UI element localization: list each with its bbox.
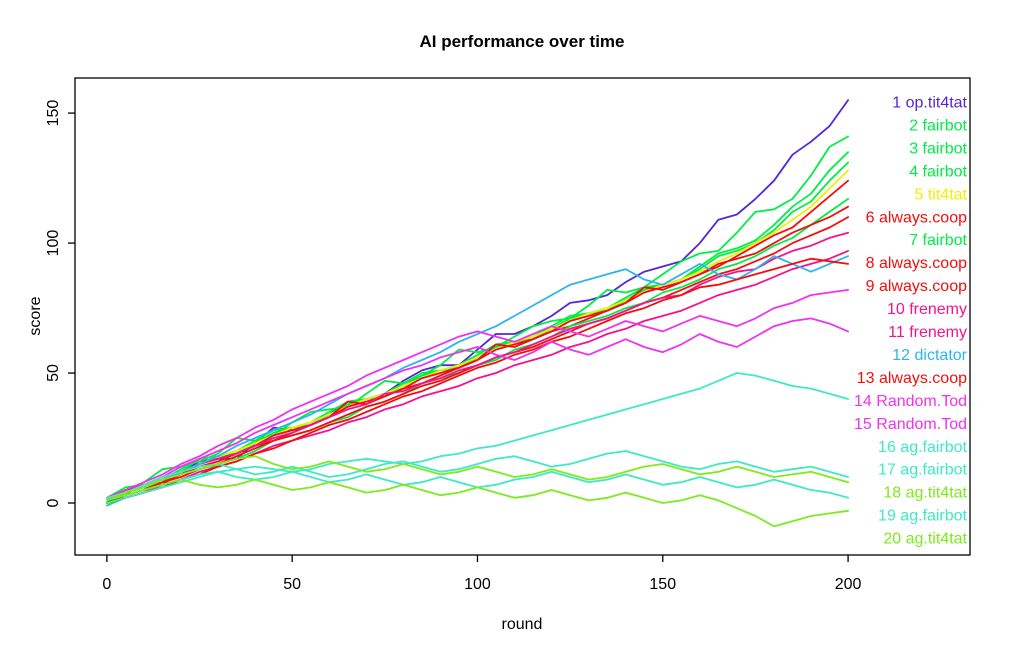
series-line-6-always.coop — [106, 179, 849, 504]
y-axis-ticks: 0 50 100 150 — [45, 100, 75, 507]
series-line-20-ag.tit4tat — [106, 478, 849, 528]
y-tick-label: 0 — [45, 498, 62, 507]
legend-entry-7: 7 fairbot — [909, 232, 967, 249]
legend-entry-16: 16 ag.fairbot — [878, 439, 968, 456]
plot-area: 0 50 100 150 200 0 50 100 150 1 op.tit4tat 2 fairb… — [45, 77, 971, 593]
legend-entry-17: 17 ag.fairbot — [878, 462, 968, 479]
legend-entry-9: 9 always.coop — [866, 278, 967, 295]
legend-entry-18: 18 ag.tit4tat — [883, 485, 967, 502]
series-line-14-Random.Tod — [106, 288, 849, 499]
legend-entry-5: 5 tit4tat — [915, 186, 968, 203]
legend-entry-11: 11 frenemy — [888, 324, 967, 341]
series-line-18-ag.tit4tat — [106, 455, 849, 502]
x-axis-label: round — [502, 616, 543, 633]
x-tick-label: 50 — [283, 576, 301, 593]
legend-entry-14: 14 Random.Tod — [854, 393, 967, 410]
legend-entry-2: 2 fairbot — [909, 117, 967, 134]
series-line-15-Random.Tod — [106, 317, 849, 502]
chart-title: AI performance over time — [419, 32, 624, 51]
x-axis-ticks: 0 50 100 150 200 — [102, 555, 862, 593]
legend-entry-13: 13 always.coop — [857, 370, 967, 387]
legend-entry-6: 6 always.coop — [866, 209, 967, 226]
series-line-12-dictator — [106, 255, 849, 502]
series-line-13-always.coop — [106, 257, 849, 504]
x-tick-label: 150 — [649, 576, 676, 593]
series-line-1-op.tit4tat — [106, 99, 849, 504]
legend-entry-1: 1 op.tit4tat — [892, 95, 967, 112]
legend-entry-15: 15 Random.Tod — [854, 416, 967, 433]
legend-entry-4: 4 fairbot — [909, 163, 967, 180]
x-tick-label: 100 — [464, 576, 491, 593]
series-line-5-tit4tat — [106, 169, 849, 502]
legend-entry-8: 8 always.coop — [866, 255, 967, 272]
y-tick-label: 100 — [45, 230, 62, 257]
series-lines — [106, 99, 849, 528]
x-tick-label: 200 — [835, 576, 862, 593]
series-line-2-fairbot — [106, 135, 849, 499]
x-tick-label: 0 — [102, 576, 111, 593]
legend-entry-20: 20 ag.tit4tat — [883, 531, 967, 548]
series-line-10-frenemy — [106, 231, 849, 499]
legend-entry-19: 19 ag.fairbot — [878, 508, 968, 525]
series-line-11-frenemy — [106, 249, 849, 504]
legend-entry-3: 3 fairbot — [909, 140, 967, 157]
series-line-17-ag.fairbot — [106, 450, 849, 499]
y-tick-label: 150 — [45, 100, 62, 127]
y-axis-label: score — [27, 296, 44, 335]
legend: 1 op.tit4tat 2 fairbot 3 fairbot 4 fairbot 5… — [854, 95, 968, 548]
legend-entry-10: 10 frenemy — [887, 301, 967, 318]
legend-entry-12: 12 dictator — [892, 347, 967, 364]
y-tick-label: 50 — [45, 364, 62, 382]
series-line-16-ag.fairbot — [106, 372, 849, 502]
plot-border — [74, 77, 971, 556]
